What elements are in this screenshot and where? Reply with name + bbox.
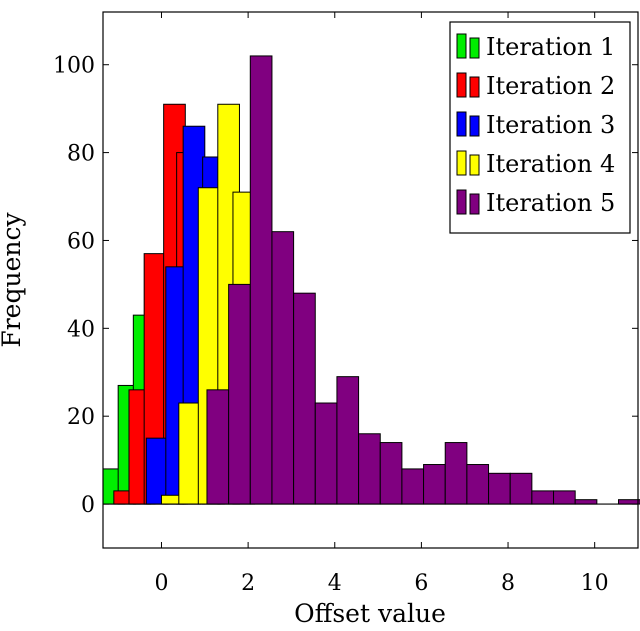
legend-entry-iteration-5: Iteration 5 (456, 189, 615, 217)
legend-swatch (456, 72, 467, 98)
y-tick-label: 80 (67, 142, 95, 167)
y-tick-label: 100 (53, 54, 95, 79)
x-tick-label: 0 (154, 571, 168, 596)
y-tick-label: 60 (67, 229, 95, 254)
bars-layer (102, 55, 640, 505)
bar-iteration-5-bin-12 (444, 442, 468, 505)
y-tick-label: 0 (81, 493, 95, 518)
legend-label: Iteration 5 (486, 189, 615, 217)
y-tick-label: 40 (67, 317, 95, 342)
bar-iteration-5-bin-9 (379, 442, 403, 505)
x-tick-label: 10 (581, 571, 609, 596)
legend-swatch (469, 37, 480, 59)
legend-swatch (469, 76, 480, 98)
bar-iteration-5-bin-4 (271, 231, 295, 505)
legend-entry-iteration-3: Iteration 3 (456, 111, 615, 139)
legend-swatch (456, 189, 467, 215)
legend: Iteration 1 Iteration 2 Iteration 3 Iterati… (449, 21, 631, 234)
bar-iteration-5-bin-6 (314, 402, 338, 505)
legend-label: Iteration 2 (486, 72, 615, 100)
bar-iteration-5-bin-8 (358, 433, 381, 505)
x-tick-label: 4 (328, 571, 342, 596)
bar-iteration-5-bin-18 (574, 499, 598, 505)
bar-iteration-4-bin-2 (178, 402, 201, 505)
plot-frame (102, 11, 639, 549)
bar-iteration-5-bin-7 (336, 376, 360, 505)
bar-iteration-5-bin-1 (206, 389, 230, 505)
legend-box (449, 21, 631, 234)
bar-iteration-5-bin-16 (531, 490, 555, 505)
legend-label: Iteration 1 (486, 33, 615, 61)
legend-entry-iteration-2: Iteration 2 (456, 72, 615, 100)
x-tick-label: 8 (501, 571, 515, 596)
legend-entry-iteration-1: Iteration 1 (456, 33, 615, 61)
legend-entry-iteration-4: Iteration 4 (456, 150, 615, 178)
y-axis-title: Frequency (0, 212, 26, 348)
bar-iteration-5-bin-15 (509, 472, 533, 505)
legend-label: Iteration 3 (486, 111, 615, 139)
legend-label: Iteration 4 (486, 150, 615, 178)
legend-swatch (469, 115, 480, 137)
legend-swatch (456, 111, 467, 137)
bar-iteration-5-bin-3 (249, 55, 273, 505)
bar-iteration-5-bin-20 (618, 499, 640, 505)
bar-iteration-3-bin-1 (145, 437, 169, 505)
x-axis-title: Offset value (294, 599, 446, 628)
bar-iteration-5-bin-13 (466, 464, 490, 505)
bar-iteration-5-bin-11 (423, 464, 446, 505)
y-tick-label: 20 (67, 405, 95, 430)
legend-swatch (469, 193, 480, 215)
legend-swatch (456, 33, 467, 59)
bar-iteration-5-bin-10 (401, 468, 425, 505)
bar-iteration-5-bin-14 (488, 472, 511, 505)
x-tick-label: 2 (241, 571, 255, 596)
legend-swatch (469, 154, 480, 176)
bar-iteration-5-bin-17 (553, 490, 576, 505)
x-tick-label: 6 (414, 571, 428, 596)
legend-swatch (456, 150, 467, 176)
bar-iteration-5-bin-5 (293, 292, 316, 505)
bar-iteration-5-bin-2 (228, 283, 251, 505)
